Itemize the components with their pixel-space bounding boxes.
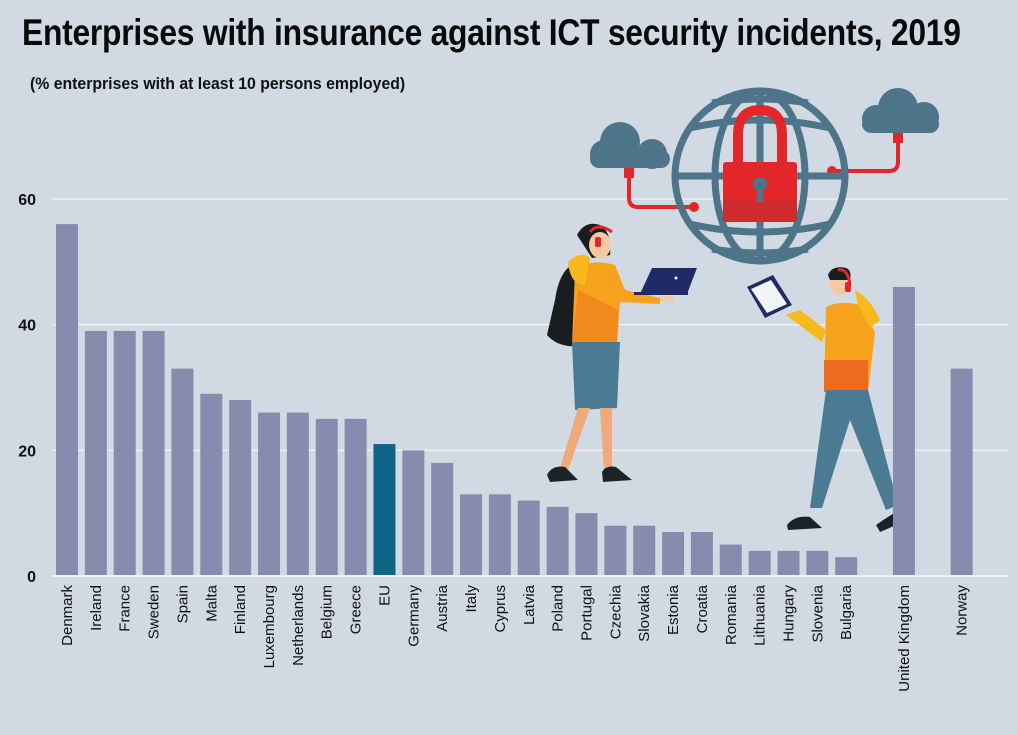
x-tick-label: Finland — [232, 585, 249, 634]
x-tick-label: Czechia — [607, 584, 624, 639]
x-tick-label: Poland — [550, 585, 567, 632]
bars — [56, 224, 973, 576]
x-tick-label: Greece — [348, 585, 365, 634]
x-tick-label: Lithuania — [752, 584, 769, 646]
illustration — [547, 87, 939, 532]
bar-denmark — [56, 224, 78, 576]
x-tick-label: Denmark — [59, 585, 76, 646]
bar-lithuania — [748, 550, 771, 576]
x-tick-label: Slovenia — [809, 584, 826, 642]
x-tick-label: Slovakia — [636, 584, 653, 641]
bar-estonia — [662, 532, 685, 576]
connector-left — [627, 168, 694, 209]
bar-malta — [200, 393, 223, 576]
x-tick-label: Italy — [463, 585, 480, 613]
bar-belgium — [315, 418, 338, 576]
x-tick-label: Malta — [203, 584, 220, 621]
y-tick-label: 60 — [18, 192, 36, 209]
x-tick-label: Cyprus — [492, 585, 509, 633]
y-axis: 0 20 40 60 — [18, 192, 36, 586]
bar-spain — [171, 368, 194, 576]
x-tick-label: Spain — [174, 585, 191, 623]
bar-croatia — [690, 532, 713, 576]
bar-united-kingdom — [892, 286, 915, 576]
connector-plug-right — [893, 133, 903, 143]
x-tick-label: Bulgaria — [838, 584, 855, 640]
bar-cyprus — [488, 494, 511, 576]
bar-norway — [950, 368, 973, 576]
x-tick-label: Portugal — [578, 585, 595, 641]
connector-dot-left — [689, 202, 699, 212]
x-tick-label: Sweden — [146, 585, 163, 639]
x-tick-label: Austria — [434, 584, 451, 631]
bar-luxembourg — [258, 412, 281, 576]
bar-bulgaria — [835, 557, 858, 576]
x-tick-label: Latvia — [521, 584, 538, 625]
bar-romania — [719, 544, 742, 576]
bar-hungary — [777, 550, 800, 576]
y-tick-label: 0 — [27, 569, 36, 586]
y-tick-label: 20 — [18, 443, 36, 460]
person-man — [747, 267, 908, 532]
x-axis: Denmark Ireland France Sweden Spain Malta Finl… — [59, 584, 971, 691]
bar-eu — [373, 444, 396, 576]
bar-france — [113, 330, 136, 576]
cloud-icon — [590, 122, 670, 169]
x-tick-label: Norway — [954, 585, 971, 636]
connector-right — [831, 133, 900, 173]
bar-austria — [431, 462, 454, 576]
bar-portugal — [575, 513, 598, 576]
x-tick-label: France — [117, 585, 134, 632]
bar-italy — [460, 494, 483, 576]
bar-czechia — [604, 525, 627, 576]
x-tick-label: United Kingdom — [896, 585, 913, 692]
chart-subtitle: (% enterprises with at least 10 persons … — [30, 74, 406, 93]
person-woman — [547, 223, 697, 482]
bar-ireland — [84, 330, 107, 576]
x-tick-label: Estonia — [665, 584, 682, 635]
connector-plug-left — [624, 168, 634, 178]
bar-netherlands — [286, 412, 309, 576]
y-tick-label: 40 — [18, 318, 36, 335]
bar-germany — [402, 450, 425, 576]
padlock-icon — [723, 104, 797, 222]
x-tick-label: Hungary — [781, 585, 798, 642]
bar-poland — [546, 506, 569, 576]
x-tick-label: Germany — [405, 585, 422, 647]
bar-greece — [344, 418, 367, 576]
bar-slovakia — [633, 525, 656, 576]
cloud-icon — [862, 88, 939, 133]
x-tick-label: Romania — [723, 584, 740, 645]
x-tick-label: Croatia — [694, 584, 711, 633]
chart-title: Enterprises with insurance against ICT s… — [22, 12, 961, 53]
bar-latvia — [517, 500, 540, 576]
bar-slovenia — [806, 550, 829, 576]
bar-sweden — [142, 330, 165, 576]
x-tick-label: Belgium — [319, 585, 336, 639]
x-tick-label: Luxembourg — [261, 585, 278, 668]
x-tick-label: EU — [376, 585, 393, 606]
x-tick-label: Ireland — [88, 585, 105, 631]
x-tick-label: Netherlands — [290, 585, 307, 666]
bar-finland — [229, 400, 252, 576]
